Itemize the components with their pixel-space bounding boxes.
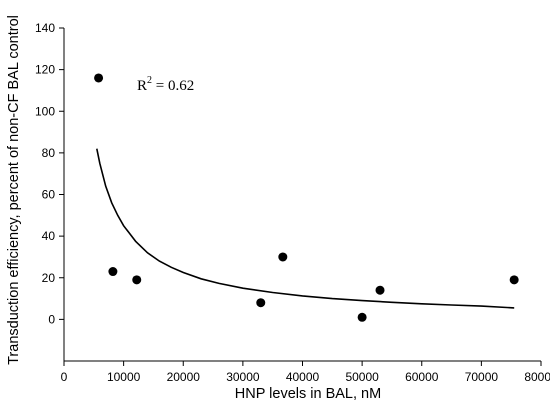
- axes: [63, 28, 541, 362]
- x-ticks: 0 10000 20000 30000 40000 50000 60000 70000 8000…: [61, 361, 550, 384]
- y-ticks: 0 20 40 60 80 100 120 140: [35, 21, 64, 326]
- x-tick-label: 30000: [226, 370, 260, 384]
- y-tick-label: 120: [35, 63, 55, 77]
- x-tick-label: 70000: [465, 370, 499, 384]
- x-tick-label: 80000: [524, 370, 550, 384]
- data-points: [94, 73, 519, 322]
- data-point: [132, 275, 142, 285]
- y-tick-label: 60: [42, 188, 56, 202]
- x-tick-label: 10000: [107, 370, 141, 384]
- x-tick-label: 60000: [405, 370, 439, 384]
- y-tick-label: 140: [35, 21, 55, 35]
- y-axis-label: Transduction efficiency, percent of non-…: [6, 15, 22, 365]
- data-point: [108, 267, 118, 277]
- data-point: [94, 73, 104, 83]
- data-point: [509, 275, 519, 285]
- data-point: [357, 312, 367, 322]
- x-axis-label: HNP levels in BAL, nM: [235, 386, 381, 402]
- data-point: [256, 298, 266, 308]
- y-tick-label: 100: [35, 104, 55, 118]
- x-tick-label: 40000: [286, 370, 320, 384]
- data-point: [278, 252, 288, 262]
- y-tick-label: 0: [48, 312, 55, 326]
- x-tick-label: 50000: [345, 370, 379, 384]
- data-point: [375, 285, 385, 295]
- y-tick-label: 80: [42, 146, 56, 160]
- y-tick-label: 20: [42, 271, 56, 285]
- y-tick-label: 40: [42, 229, 56, 243]
- x-tick-label: 20000: [167, 370, 201, 384]
- x-tick-label: 0: [61, 370, 68, 384]
- fit-curve: [96, 148, 515, 309]
- r-squared-annotation: R2 = 0.62: [137, 75, 194, 94]
